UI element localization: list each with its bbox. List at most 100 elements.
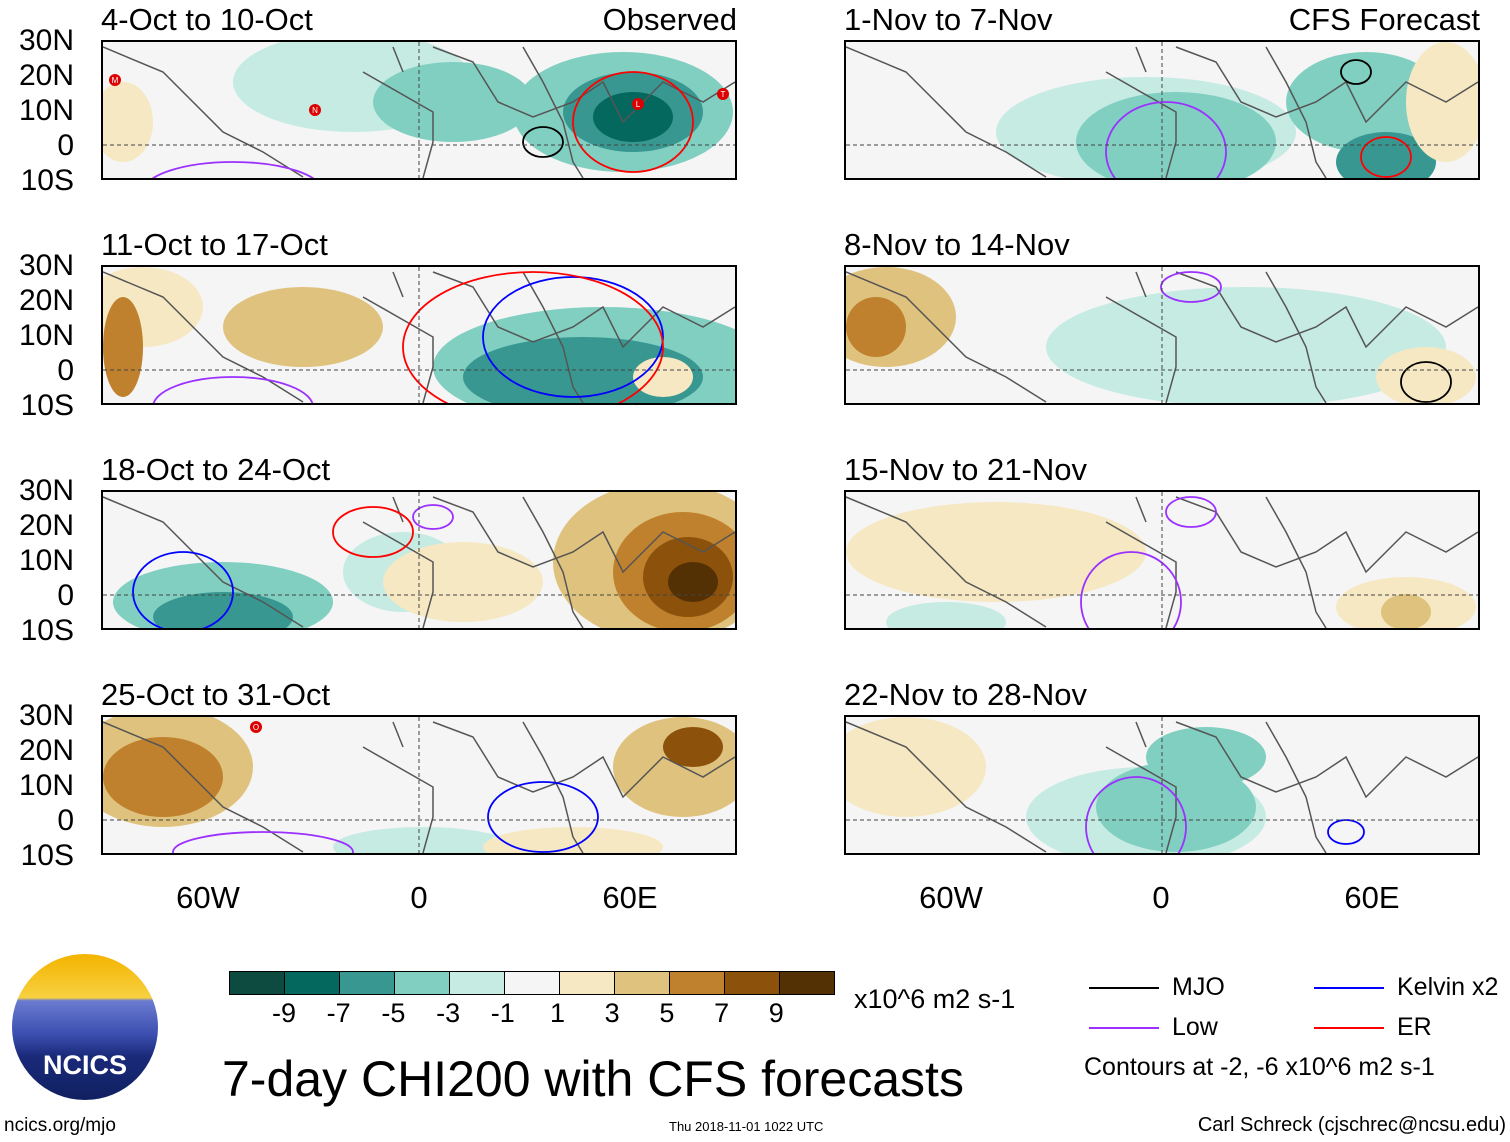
map-panel: O [73, 707, 753, 873]
wave-contour [1327, 819, 1365, 845]
colorbar-units: x10^6 m2 s-1 [854, 984, 1016, 1014]
longitude-label: 0 [410, 880, 428, 915]
latitude-label: 30N [18, 699, 74, 732]
wave-contour [1360, 136, 1412, 178]
tropical-cyclone-icon [717, 88, 729, 100]
longitude-label: 0 [1152, 880, 1170, 915]
anomaly-region [826, 717, 986, 817]
timestamp: Thu 2018-11-01 1022 UTC [669, 1119, 824, 1134]
colorbar-swatch [285, 972, 340, 994]
panel-title: 22-Nov to 28-Nov [844, 677, 1087, 712]
wave-contour [412, 504, 454, 530]
colorbar-swatch [505, 972, 560, 994]
anomaly-region [373, 62, 533, 142]
wave-contour [572, 71, 694, 173]
anomaly-field [83, 267, 773, 438]
storm-label: N [312, 106, 318, 115]
map-panel [83, 265, 773, 438]
legend-line [1089, 987, 1159, 989]
website-link[interactable]: ncics.org/mjo [4, 1115, 116, 1136]
colorbar-tick-label: 9 [768, 998, 784, 1028]
colorbar-swatch [725, 972, 780, 994]
anomaly-field [845, 492, 1479, 653]
colorbar-swatch [560, 972, 615, 994]
colorbar-swatch [615, 972, 670, 994]
anomaly-region [593, 92, 673, 142]
anomaly-field: O [73, 707, 753, 873]
coastline [102, 271, 736, 404]
legend-line [1314, 1027, 1384, 1029]
latitude-label: 10N [18, 94, 74, 127]
panel-title: 15-Nov to 21-Nov [844, 452, 1087, 487]
latitude-label: 0 [57, 579, 74, 612]
wave-contour [152, 376, 314, 438]
storm-label: T [721, 90, 726, 99]
legend-line [1089, 1027, 1159, 1029]
coastline [845, 46, 1479, 179]
anomaly-region [483, 827, 663, 867]
colorbar [229, 971, 835, 995]
wave-contour [1160, 271, 1222, 303]
anomaly-region [886, 602, 1006, 642]
anomaly-region [846, 297, 906, 357]
legend-label: ER [1397, 1013, 1432, 1041]
legend-label: Low [1172, 1013, 1218, 1041]
storm-label: O [253, 723, 259, 732]
latitude-label: 0 [57, 804, 74, 837]
wave-contour [487, 781, 599, 853]
anomaly-field [845, 42, 1486, 203]
anomaly-field: M N L T [93, 32, 736, 223]
latitude-label: 20N [18, 59, 74, 92]
map-panel [844, 490, 1480, 653]
anomaly-region [383, 542, 543, 622]
anomaly-region [223, 287, 383, 367]
colorbar-tick-label: -1 [490, 998, 515, 1028]
anomaly-field [816, 267, 1479, 407]
latitude-label: 10N [18, 319, 74, 352]
wave-contour [142, 161, 324, 223]
latitude-label: 10N [18, 769, 74, 802]
colorbar-swatch [395, 972, 450, 994]
anomaly-region [1376, 347, 1476, 407]
legend-label: MJO [1172, 973, 1225, 1001]
latitude-label: 20N [18, 734, 74, 767]
latitude-label: 30N [18, 474, 74, 507]
colorbar-tick-label: -9 [271, 998, 297, 1028]
colorbar-swatch [780, 972, 834, 994]
anomaly-region [633, 357, 693, 397]
longitude-label: 60W [919, 880, 983, 915]
ncics-logo: NCICS [12, 954, 158, 1100]
panel-title: 18-Oct to 24-Oct [101, 452, 331, 487]
wave-contour [332, 506, 414, 558]
map-panel [101, 482, 773, 642]
colorbar-tick-label: 1 [549, 998, 566, 1028]
wave-contour [172, 831, 354, 873]
map-panel: M N L T [93, 32, 737, 223]
coastline [845, 496, 1479, 629]
latitude-label: 30N [18, 249, 74, 282]
coastline [102, 721, 736, 854]
latitude-label: 10N [18, 544, 74, 577]
coastline [102, 46, 736, 179]
tropical-cyclone-icon [632, 98, 644, 110]
map-panel [844, 40, 1486, 203]
colorbar-swatch [670, 972, 725, 994]
anomaly-region [103, 737, 223, 817]
legend-label: Kelvin x2 [1397, 973, 1499, 1001]
colorbar-swatch [230, 972, 285, 994]
colorbar-swatch [450, 972, 505, 994]
map-panel [826, 715, 1480, 878]
anomaly-region [1336, 132, 1436, 192]
anomaly-region [93, 82, 153, 162]
author-credit: Carl Schreck (cjschrec@ncsu.edu) [1197, 1114, 1506, 1136]
panel-title: 11-Oct to 17-Oct [101, 227, 328, 262]
wave-contour [1165, 496, 1217, 528]
panel-title: 8-Nov to 14-Nov [844, 227, 1070, 262]
tropical-cyclone-icon [309, 104, 321, 116]
colorbar-tick-label: -7 [326, 998, 351, 1028]
colorbar-tick-label: 7 [714, 998, 730, 1028]
colorbar-swatch [340, 972, 395, 994]
anomaly-region [463, 337, 703, 417]
coastline [102, 496, 736, 629]
